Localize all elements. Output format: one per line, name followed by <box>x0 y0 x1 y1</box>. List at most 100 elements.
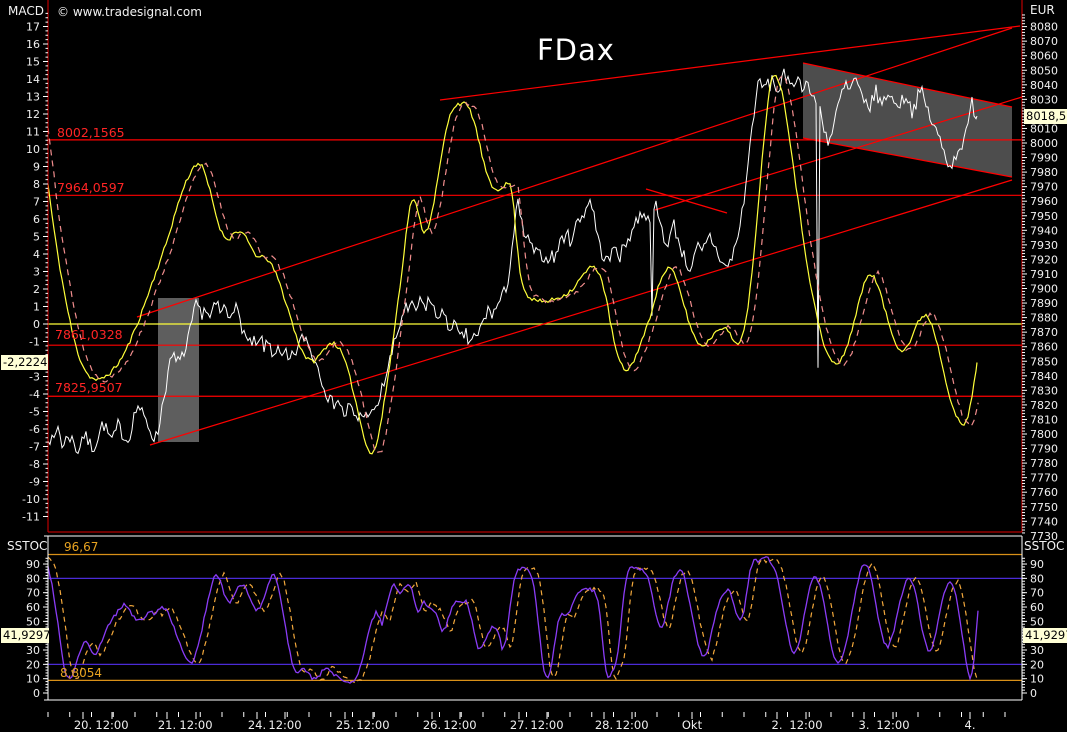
sstoc-tick-label-right: 0 <box>1030 687 1037 700</box>
sstoc-tick-label-left: 70 <box>26 587 40 600</box>
macd-tick-label: 7 <box>33 196 40 209</box>
eur-tick-label: 7870 <box>1030 326 1058 339</box>
series-macd <box>47 74 978 455</box>
macd-tick-label: -8 <box>29 458 40 471</box>
sstoc-tick-label-left: 0 <box>33 687 40 700</box>
eur-tick-label: 7930 <box>1030 239 1058 252</box>
eur-tick-label: 7790 <box>1030 443 1058 456</box>
x-axis-label: 21. <box>158 718 176 732</box>
eur-tick-label: 7900 <box>1030 283 1058 296</box>
eur-tick-label: 7860 <box>1030 341 1058 354</box>
macd-tick-label: 14 <box>26 73 40 86</box>
sstoc-tick-label-right: 10 <box>1030 673 1044 686</box>
macd-tick-label: 0 <box>33 318 40 331</box>
macd-tick-label: -3 <box>29 371 40 384</box>
macd-panel-label: MACD <box>8 4 44 18</box>
trendline-upper-resistance <box>439 25 1021 101</box>
eur-tick-label: 7960 <box>1030 195 1058 208</box>
trendline-rising-support <box>149 179 1013 446</box>
eur-tick-label: 7990 <box>1030 152 1058 165</box>
sstoc-tick-label-right: 90 <box>1030 558 1044 571</box>
x-axis-label: 12:00 <box>876 718 909 732</box>
macd-tick-label: 15 <box>26 56 40 69</box>
level-label-7964: 7964,0597 <box>57 180 125 195</box>
eur-tick-label: 7740 <box>1030 515 1058 528</box>
macd-tick-label: -11 <box>22 511 40 524</box>
highlight-band <box>158 298 199 442</box>
trendline-minor-downtrend <box>645 188 728 214</box>
x-axis-label: 12:00 <box>789 718 822 732</box>
sstoc-tick-label-right: 60 <box>1030 601 1044 614</box>
eur-tick-label: 7910 <box>1030 268 1058 281</box>
trendline-flag-top <box>802 62 1013 108</box>
macd-tick-label: -7 <box>29 441 40 454</box>
eur-tick-label: 7760 <box>1030 486 1058 499</box>
sstoc-tick-label-right: 80 <box>1030 572 1044 585</box>
level-label-8002: 8002,1565 <box>57 125 125 140</box>
eur-tick-label: 8040 <box>1030 79 1058 92</box>
sstoc-tick-label-right: 30 <box>1030 644 1044 657</box>
x-axis-label: 12:00 <box>268 718 301 732</box>
stoch-high-level-label: 96,67 <box>64 540 99 554</box>
eur-tick-label: 7980 <box>1030 166 1058 179</box>
eur-tick-label: 7950 <box>1030 210 1058 223</box>
macd-tick-label: -10 <box>22 493 40 506</box>
eur-tick-label: 7820 <box>1030 399 1058 412</box>
eur-tick-label: 7880 <box>1030 312 1058 325</box>
trendline-flag-bottom <box>802 137 1013 178</box>
eur-tick-label: 7850 <box>1030 355 1058 368</box>
x-axis-label: 12:00 <box>615 718 648 732</box>
chart-title: FDax <box>537 33 615 67</box>
sstoc-tick-label-right: 20 <box>1030 658 1044 671</box>
eur-tick-label: 8060 <box>1030 50 1058 63</box>
x-axis-label: 26. <box>423 718 441 732</box>
level-label-7861: 7861,0328 <box>55 327 123 342</box>
x-axis-label: 28. <box>595 718 613 732</box>
eur-tick-label: 7730 <box>1030 530 1058 543</box>
trendline-mid-rising <box>654 96 1023 211</box>
macd-tick-label: 3 <box>33 266 40 279</box>
sstoc-chart-area[interactable] <box>48 536 1022 700</box>
eur-tick-label: 7840 <box>1030 370 1058 383</box>
sstoc-tick-label-left: 10 <box>26 673 40 686</box>
sstoc-tick-label-left: 80 <box>26 572 40 585</box>
macd-tick-label: 9 <box>33 161 40 174</box>
eur-tick-label: 7940 <box>1030 224 1058 237</box>
stoch-low-level-label: 8,8054 <box>60 666 102 680</box>
eur-tick-label: 8070 <box>1030 35 1058 48</box>
eur-tick-label: 8080 <box>1030 21 1058 34</box>
macd-tick-label: 13 <box>26 91 40 104</box>
series-sstoc-d <box>47 556 978 684</box>
macd-tick-label: 17 <box>26 21 40 34</box>
macd-tick-label: 12 <box>26 108 40 121</box>
eur-tick-label: 8030 <box>1030 93 1058 106</box>
sstoc-panel-label-left: SSTOC <box>7 539 48 553</box>
eur-tick-label: 8050 <box>1030 64 1058 77</box>
eur-tick-label: 7780 <box>1030 457 1058 470</box>
macd-tick-label: 1 <box>33 301 40 314</box>
x-axis-label: 27. <box>510 718 528 732</box>
series-fdax-price <box>47 68 978 455</box>
macd-tick-label: 6 <box>33 213 40 226</box>
x-axis-label: Okt <box>682 718 703 732</box>
x-axis-label: 12:00 <box>95 718 128 732</box>
sstoc-tick-label-right: 50 <box>1030 615 1044 628</box>
x-axis-label: 12:00 <box>356 718 389 732</box>
x-axis-label: 20. <box>74 718 92 732</box>
eur-tick-label: 7810 <box>1030 413 1058 426</box>
sstoc-tick-label-left: 30 <box>26 644 40 657</box>
macd-tick-label: -4 <box>29 388 40 401</box>
x-axis-label: 2. <box>772 718 783 732</box>
macd-tick-label: 10 <box>26 143 40 156</box>
x-axis-label: 12:00 <box>530 718 563 732</box>
macd-tick-label: 16 <box>26 38 40 51</box>
macd-tick-label: -9 <box>29 476 40 489</box>
eur-tick-label: 8010 <box>1030 122 1058 135</box>
macd-tick-label: 2 <box>33 283 40 296</box>
x-axis-label: 24. <box>248 718 266 732</box>
current-sstoc-value-left: 41,9297 <box>1 628 51 643</box>
x-axis-label: 4. <box>965 718 976 732</box>
main-chart-area[interactable] <box>48 0 1022 532</box>
series-sstoc-k <box>47 556 979 684</box>
series-macd-signal <box>47 74 979 455</box>
